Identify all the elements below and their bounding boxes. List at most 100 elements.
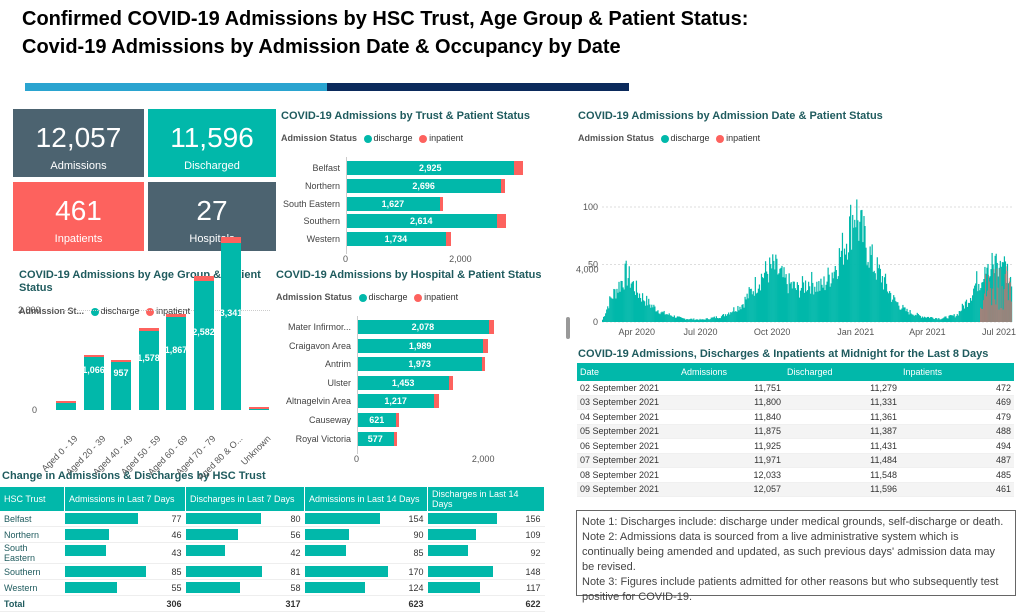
- discharge-bar[interactable]: [966, 306, 969, 322]
- discharge-bar[interactable]: [604, 316, 606, 322]
- inpatient-bar[interactable]: [439, 196, 443, 211]
- discharge-bar[interactable]: [940, 319, 942, 322]
- discharge-bar[interactable]: [701, 319, 703, 322]
- discharge-bar[interactable]: [860, 210, 862, 322]
- discharge-bar[interactable]: [988, 277, 990, 322]
- discharge-bar[interactable]: [825, 284, 827, 322]
- discharge-bar[interactable]: [890, 292, 892, 322]
- discharge-bar[interactable]: [744, 296, 746, 322]
- discharge-bar[interactable]: [673, 315, 675, 322]
- discharge-bar[interactable]: [750, 288, 752, 322]
- discharge-bar[interactable]: [962, 305, 965, 322]
- discharge-bar[interactable]: [644, 301, 646, 322]
- discharge-bar[interactable]: [655, 311, 657, 322]
- discharge-bar[interactable]: [763, 272, 766, 322]
- discharge-bar[interactable]: [346, 214, 497, 229]
- discharge-bar[interactable]: [862, 242, 864, 322]
- inpatient-bar[interactable]: [1001, 286, 1003, 322]
- discharge-bar[interactable]: [703, 319, 705, 322]
- discharge-bar[interactable]: [871, 244, 873, 322]
- discharge-bar[interactable]: [1004, 261, 1007, 322]
- discharge-bar[interactable]: [1002, 262, 1004, 322]
- inpatient-bar[interactable]: [996, 268, 998, 322]
- discharge-bar[interactable]: [766, 271, 768, 322]
- discharge-bar[interactable]: [852, 214, 854, 322]
- discharge-bar[interactable]: [886, 291, 889, 322]
- discharge-bar[interactable]: [661, 311, 663, 322]
- discharge-bar[interactable]: [755, 293, 757, 322]
- discharge-bar[interactable]: [856, 199, 858, 322]
- inpatient-bar[interactable]: [396, 413, 400, 427]
- discharge-bar[interactable]: [957, 315, 959, 322]
- discharge-bar[interactable]: [707, 319, 709, 322]
- discharge-bar[interactable]: [793, 281, 795, 322]
- inpatient-bar[interactable]: [1007, 300, 1009, 322]
- discharge-bar[interactable]: [715, 316, 717, 322]
- discharge-bar[interactable]: [991, 252, 993, 322]
- discharge-bar[interactable]: [922, 317, 925, 322]
- discharge-bar[interactable]: [648, 298, 650, 322]
- inpatient-bar[interactable]: [992, 288, 994, 322]
- discharge-bar[interactable]: [926, 316, 929, 322]
- discharge-bar[interactable]: [967, 302, 970, 322]
- discharge-bar[interactable]: [785, 274, 787, 322]
- discharge-bar[interactable]: [843, 248, 846, 322]
- table-row[interactable]: South Eastern 43 42 85 92: [0, 542, 545, 564]
- inpatient-bar[interactable]: [983, 300, 984, 322]
- discharge-bar[interactable]: [933, 318, 935, 322]
- discharge-bar[interactable]: [708, 319, 710, 322]
- discharge-bar[interactable]: [357, 375, 450, 390]
- inpatient-bar[interactable]: [193, 276, 214, 281]
- discharge-bar[interactable]: [610, 297, 612, 322]
- discharge-bar[interactable]: [771, 268, 773, 322]
- discharge-bar[interactable]: [808, 281, 810, 322]
- legend-discharge[interactable]: discharge: [368, 292, 408, 302]
- discharge-bar[interactable]: [950, 315, 952, 322]
- discharge-bar[interactable]: [693, 318, 695, 322]
- discharge-bar[interactable]: [892, 299, 894, 322]
- discharge-bar[interactable]: [845, 243, 848, 322]
- discharge-bar[interactable]: [815, 291, 817, 322]
- discharge-bar[interactable]: [948, 315, 950, 322]
- legend-inpatient[interactable]: inpatient: [726, 133, 761, 143]
- discharge-bar[interactable]: [829, 286, 831, 322]
- discharge-bar[interactable]: [826, 281, 828, 322]
- inpatient-bar[interactable]: [986, 296, 987, 322]
- discharge-bar[interactable]: [779, 268, 781, 322]
- discharge-bar[interactable]: [633, 291, 635, 322]
- discharge-bar[interactable]: [712, 317, 714, 322]
- discharge-bar[interactable]: [954, 317, 956, 322]
- inpatient-bar[interactable]: [434, 394, 439, 409]
- discharge-bar[interactable]: [740, 309, 742, 322]
- table-row[interactable]: 08 September 2021 12,033 11,548 485: [577, 467, 1014, 483]
- discharge-bar[interactable]: [941, 318, 943, 322]
- discharge-bar[interactable]: [821, 284, 823, 322]
- inpatient-bar[interactable]: [221, 236, 241, 243]
- discharge-bar[interactable]: [641, 293, 644, 322]
- discharge-bar[interactable]: [618, 281, 620, 322]
- discharge-bar[interactable]: [866, 265, 868, 322]
- discharge-bar[interactable]: [993, 273, 995, 322]
- table-row[interactable]: 05 September 2021 11,875 11,387 488: [577, 424, 1014, 439]
- discharge-bar[interactable]: [865, 247, 867, 322]
- discharge-bar[interactable]: [977, 291, 979, 322]
- discharge-bar[interactable]: [932, 317, 934, 322]
- discharge-bar[interactable]: [887, 293, 890, 322]
- discharge-bar[interactable]: [346, 161, 515, 175]
- discharge-bar[interactable]: [788, 273, 790, 322]
- discharge-bar[interactable]: [833, 271, 835, 322]
- discharge-bar[interactable]: [953, 314, 955, 322]
- discharge-bar[interactable]: [837, 276, 839, 322]
- discharge-bar[interactable]: [728, 312, 730, 322]
- table-row[interactable]: Northern 46 56 90 109: [0, 526, 545, 543]
- legend-inpatient[interactable]: inpatient: [424, 292, 459, 302]
- discharge-bar[interactable]: [773, 260, 775, 322]
- discharge-bar[interactable]: [671, 316, 673, 322]
- discharge-bar[interactable]: [897, 302, 899, 322]
- inpatient-bar[interactable]: [980, 307, 981, 322]
- inpatient-bar[interactable]: [997, 287, 999, 322]
- inpatient-bar[interactable]: [998, 309, 1000, 322]
- discharge-bar[interactable]: [917, 313, 919, 322]
- inpatient-bar[interactable]: [482, 357, 486, 372]
- discharge-bar[interactable]: [839, 257, 842, 322]
